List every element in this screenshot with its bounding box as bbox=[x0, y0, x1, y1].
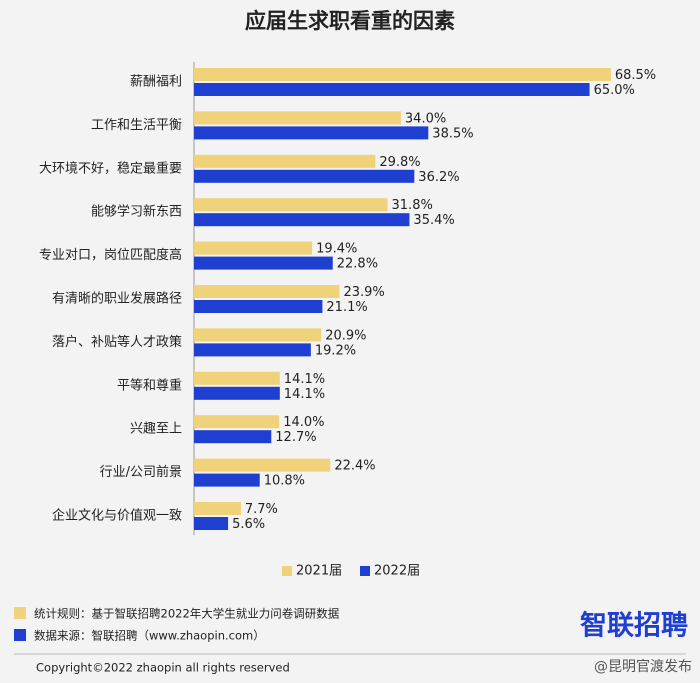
chart-title: 应届生求职看重的因素 bbox=[245, 9, 455, 33]
y-tick-label: 企业文化与价值观一致 bbox=[52, 508, 182, 524]
bar bbox=[194, 415, 280, 429]
bar bbox=[194, 517, 229, 530]
data-label: 65.0% bbox=[594, 83, 635, 98]
data-label: 19.2% bbox=[315, 343, 356, 358]
y-tick-label: 大环境不好，稳定最重要 bbox=[39, 160, 182, 176]
data-label: 23.9% bbox=[343, 285, 384, 300]
data-label: 12.7% bbox=[275, 430, 316, 445]
legend-swatch bbox=[360, 566, 370, 576]
legend-label: 2021届 bbox=[296, 564, 342, 579]
bar bbox=[194, 169, 415, 183]
data-label: 35.4% bbox=[413, 213, 454, 228]
data-label: 20.9% bbox=[325, 328, 366, 343]
data-label: 14.0% bbox=[283, 415, 324, 430]
y-tick-label: 专业对口，岗位匹配度高 bbox=[39, 247, 182, 263]
bar bbox=[194, 502, 241, 515]
data-label: 22.4% bbox=[334, 459, 375, 474]
y-tick-label: 行业/公司前景 bbox=[100, 464, 182, 480]
bar bbox=[194, 154, 376, 168]
bar bbox=[194, 126, 429, 140]
data-label: 38.5% bbox=[432, 126, 473, 141]
data-label: 36.2% bbox=[418, 170, 459, 185]
bar bbox=[194, 343, 311, 357]
data-label: 34.0% bbox=[405, 111, 446, 126]
note: 数据来源：智联招聘（www.zhaopin.com） bbox=[34, 629, 265, 643]
bar bbox=[194, 328, 322, 342]
data-label: 68.5% bbox=[615, 68, 656, 83]
y-tick-label: 落户、补贴等人才政策 bbox=[52, 334, 182, 350]
copyright: Copyright©2022 zhaopin all rights reserv… bbox=[36, 661, 290, 675]
bar bbox=[194, 68, 611, 81]
bar bbox=[194, 213, 410, 227]
bar bbox=[194, 241, 313, 255]
bar bbox=[194, 458, 331, 472]
y-tick-label: 工作和生活平衡 bbox=[91, 118, 182, 133]
bar bbox=[194, 83, 590, 96]
watermark: @昆明官渡发布 bbox=[594, 659, 692, 675]
note-icon bbox=[14, 629, 26, 641]
bar bbox=[194, 300, 323, 313]
bar bbox=[194, 256, 333, 270]
data-label: 10.8% bbox=[264, 474, 305, 489]
data-label: 19.4% bbox=[316, 242, 357, 257]
bar bbox=[194, 386, 280, 400]
bar bbox=[194, 198, 388, 212]
bar bbox=[194, 430, 272, 444]
legend-label: 2022届 bbox=[374, 564, 420, 579]
bar bbox=[194, 111, 401, 125]
legend-swatch bbox=[282, 566, 292, 576]
data-label: 14.1% bbox=[284, 387, 325, 402]
data-label: 29.8% bbox=[379, 155, 420, 170]
data-label: 5.6% bbox=[232, 517, 265, 532]
note: 统计规则：基于智联招聘2022年大学生就业力问卷调研数据 bbox=[34, 607, 340, 621]
data-label: 22.8% bbox=[337, 257, 378, 272]
y-tick-label: 平等和尊重 bbox=[117, 377, 182, 393]
data-label: 31.8% bbox=[392, 198, 433, 213]
y-tick-label: 有清晰的职业发展路径 bbox=[52, 291, 182, 307]
data-label: 14.1% bbox=[284, 372, 325, 387]
y-tick-label: 兴趣至上 bbox=[130, 422, 182, 437]
data-label: 21.1% bbox=[326, 300, 367, 315]
bar bbox=[194, 473, 260, 487]
y-tick-label: 薪酬福利 bbox=[130, 75, 182, 90]
y-tick-label: 能够学习新东西 bbox=[91, 204, 182, 220]
data-label: 7.7% bbox=[245, 502, 278, 517]
logo: 智联招聘 bbox=[580, 611, 688, 642]
bar bbox=[194, 371, 280, 385]
bar bbox=[194, 285, 340, 298]
note-icon bbox=[14, 607, 26, 619]
